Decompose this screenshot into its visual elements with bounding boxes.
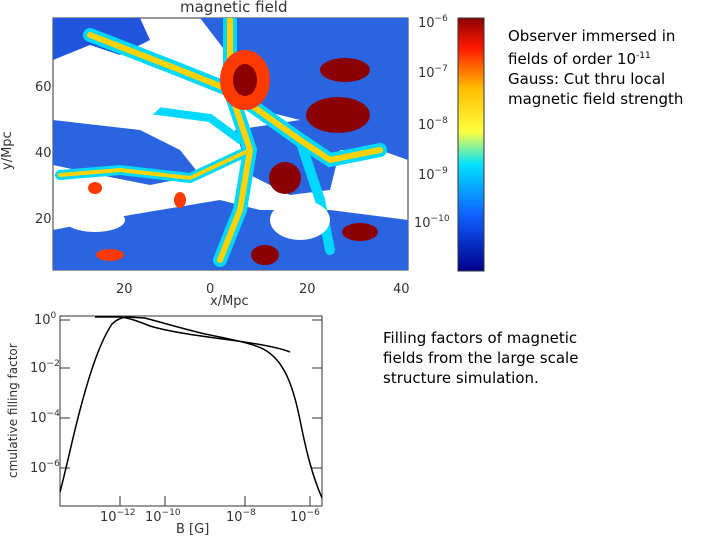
filling-y-tick: 10−4 (30, 409, 60, 426)
filling-x-tick: 10−6 (290, 508, 320, 525)
colorbar-tick: 10−10 (414, 214, 450, 231)
filling-curve-increasing (95, 316, 291, 353)
map-y-label: y/Mpc (0, 131, 15, 170)
caption-line: fields of order 10-11 (508, 50, 651, 68)
filling-y-tick: 10−2 (30, 359, 60, 376)
caption-filling-factors: Filling factors of magnetic fields from … (383, 328, 703, 388)
map-x-tick: 20 (116, 282, 133, 297)
colorbar-tick: 10−6 (418, 14, 448, 31)
colorbar-tick: 10−7 (418, 64, 448, 81)
map-y-tick: 20 (35, 212, 52, 227)
caption-line: magnetic field strength (508, 90, 684, 108)
filling-plot-frame (59, 315, 323, 507)
caption-line: Filling factors of magnetic (383, 329, 578, 347)
caption-observer: Observer immersed in fields of order 10-… (508, 26, 718, 109)
map-y-tick: 40 (35, 146, 52, 161)
filling-curve-decreasing (59, 316, 323, 499)
caption-line: Gauss: Cut thru local (508, 70, 666, 88)
map-title: magnetic field (180, 0, 288, 16)
magnetic-field-map (52, 17, 485, 272)
caption-line: structure simulation. (383, 369, 539, 387)
map-x-label: x/Mpc (210, 294, 249, 309)
map-x-tick: 0 (206, 282, 215, 297)
colorbar (457, 17, 485, 272)
map-plot-area (52, 17, 409, 271)
map-y-tick: 60 (35, 80, 52, 95)
filling-x-tick: 10−12 (100, 508, 136, 525)
filling-x-tick: 10−8 (226, 508, 256, 525)
caption-line: Observer immersed in (508, 27, 676, 45)
caption-line: fields from the large scale (383, 349, 579, 367)
filling-y-tick: 10−6 (30, 459, 60, 476)
filling-y-tick: 100 (34, 311, 57, 328)
filling-y-label: cmulative filling factor (6, 343, 20, 478)
filling-factor-plot (59, 315, 323, 507)
colorbar-tick: 10−9 (418, 166, 448, 183)
map-x-tick: 20 (299, 282, 316, 297)
filling-x-label: B [G] (176, 522, 210, 537)
colorbar-tick: 10−8 (418, 116, 448, 133)
map-x-tick: 40 (393, 282, 410, 297)
filling-x-tick: 10−10 (145, 508, 181, 525)
